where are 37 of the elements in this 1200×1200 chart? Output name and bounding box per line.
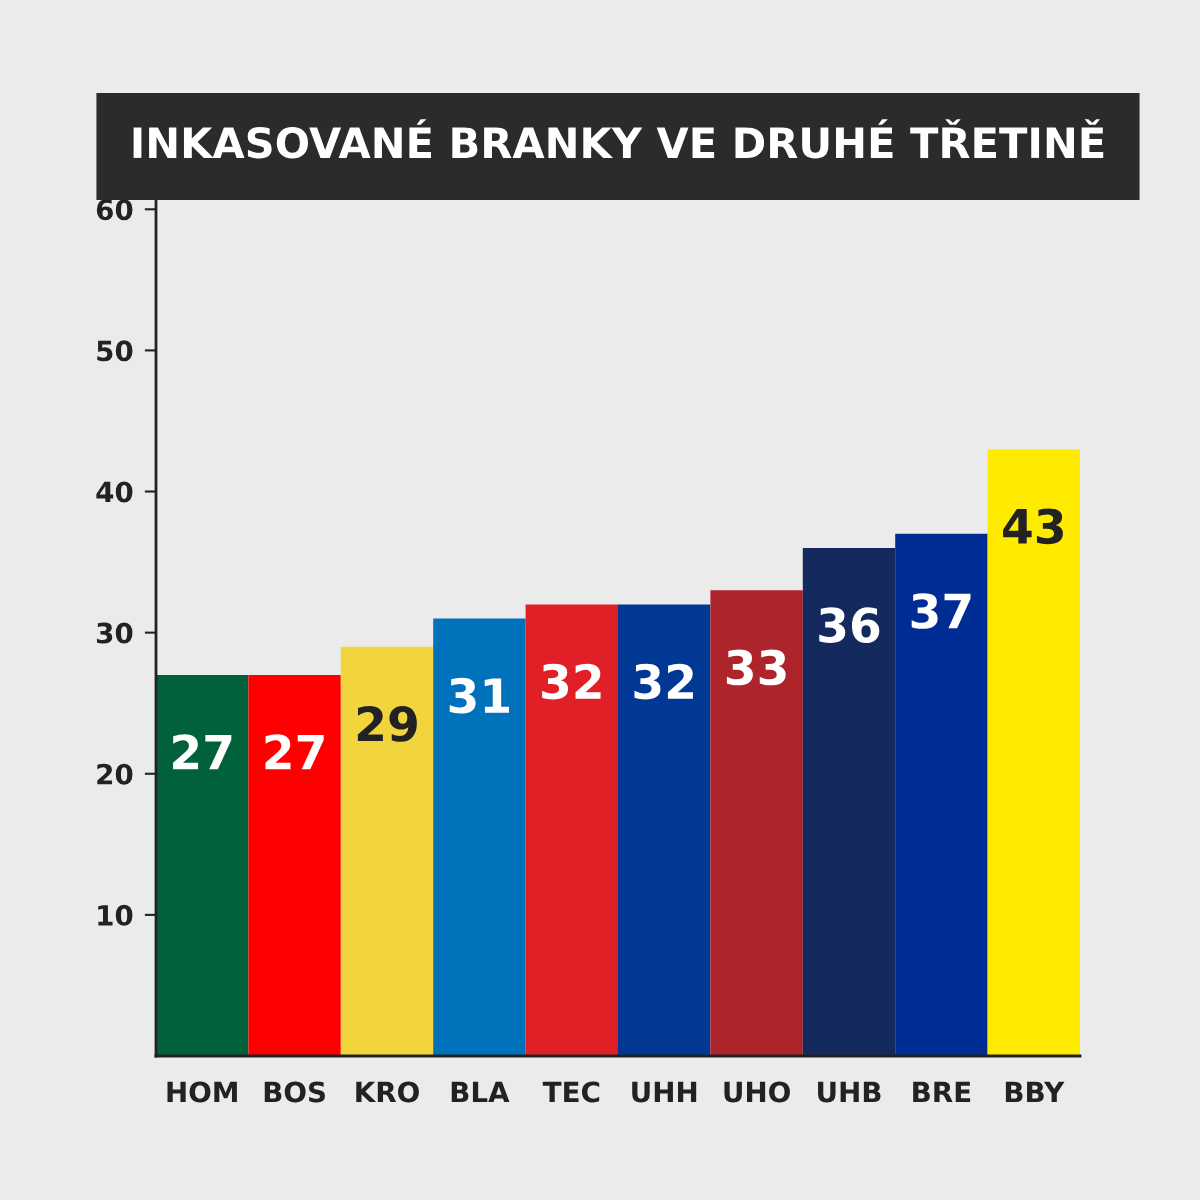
bar: [340, 646, 434, 1056]
chart-title: INKASOVANÉ BRANKY VE DRUHÉ TŘETINĚ: [133, 119, 1104, 159]
data-label: 33: [726, 649, 786, 686]
data-label: 31: [449, 677, 510, 714]
data-label: 32: [542, 663, 601, 700]
bar: [525, 604, 618, 1056]
x-tick-label: UHB: [818, 1081, 881, 1103]
data-label: 43: [1003, 508, 1063, 545]
y-tick-label: 30: [96, 622, 133, 644]
bar: [895, 533, 988, 1056]
x-tick-label: UHH: [632, 1081, 697, 1103]
bar: [802, 547, 896, 1056]
x-tick-label: BRE: [913, 1081, 971, 1103]
x-tick-label: BOS: [264, 1081, 325, 1103]
bar: [987, 449, 1080, 1056]
x-tick-label: KRO: [356, 1081, 419, 1103]
y-tick-label: 10: [98, 904, 133, 926]
y-tick-label: 50: [97, 340, 133, 362]
data-label: 27: [265, 734, 324, 770]
y-tick-label: 60: [96, 199, 133, 221]
bar: [433, 618, 526, 1056]
data-label: 36: [819, 607, 880, 643]
x-tick-label: UHO: [724, 1081, 790, 1103]
data-label: 32: [634, 663, 693, 700]
y-tick-label: 20: [97, 763, 133, 785]
bar: [156, 674, 249, 1056]
data-label: 37: [911, 593, 971, 629]
data-label: 27: [173, 734, 232, 770]
bar: [710, 590, 803, 1056]
x-tick-label: BLA: [451, 1081, 510, 1103]
x-tick-label: HOM: [167, 1081, 237, 1103]
bar: [248, 674, 341, 1056]
bar: [618, 604, 711, 1056]
x-tick-label: BBY: [1005, 1081, 1065, 1103]
y-tick-label: 40: [96, 481, 133, 503]
data-label: 29: [357, 706, 417, 742]
x-tick-label: TEC: [542, 1081, 600, 1103]
